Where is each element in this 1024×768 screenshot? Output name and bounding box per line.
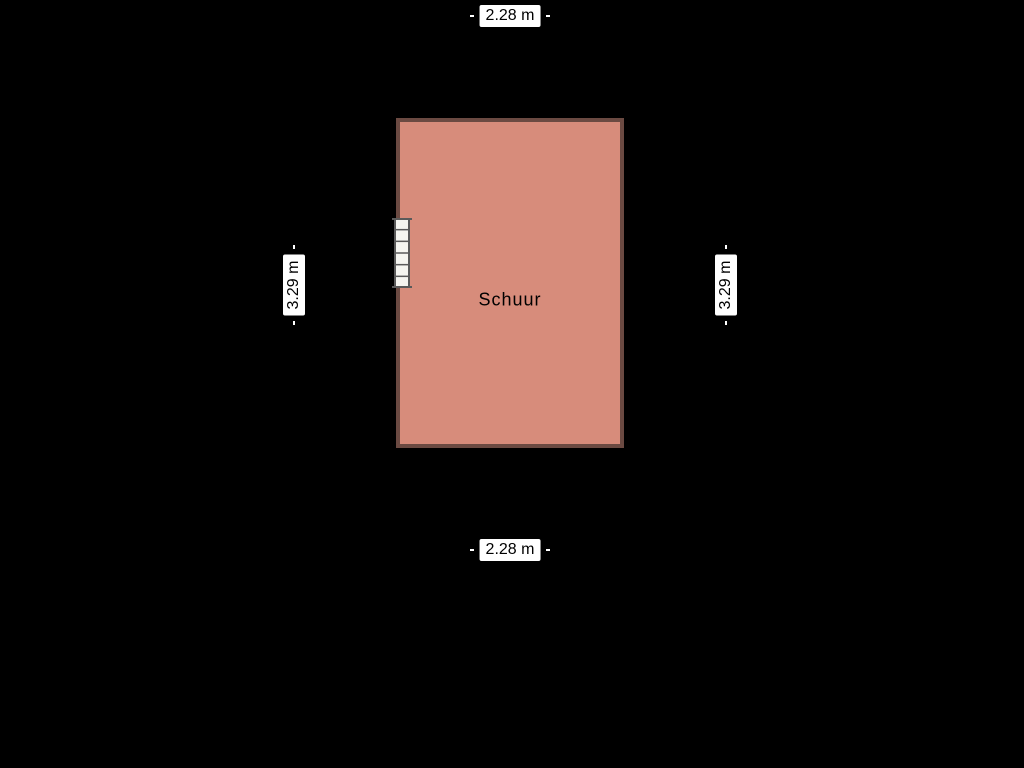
room-schuur [396, 118, 624, 448]
dimension-top: 2.28 m [480, 5, 541, 27]
dimension-tick [546, 549, 550, 551]
dimension-tick [470, 549, 474, 551]
dimension-tick [725, 321, 727, 325]
dimension-tick [293, 321, 295, 325]
dimension-right: 3.29 m [715, 255, 737, 316]
dimension-tick [725, 245, 727, 249]
dimension-tick [470, 15, 474, 17]
room-label: Schuur [478, 290, 541, 311]
dimension-bottom: 2.28 m [480, 539, 541, 561]
dimension-left: 3.29 m [283, 255, 305, 316]
door-icon [394, 218, 410, 288]
dimension-tick [546, 15, 550, 17]
dimension-tick [293, 245, 295, 249]
floorplan-canvas: Schuur 2.28 m 2.28 m 3.29 m 3.29 m [0, 0, 1024, 768]
